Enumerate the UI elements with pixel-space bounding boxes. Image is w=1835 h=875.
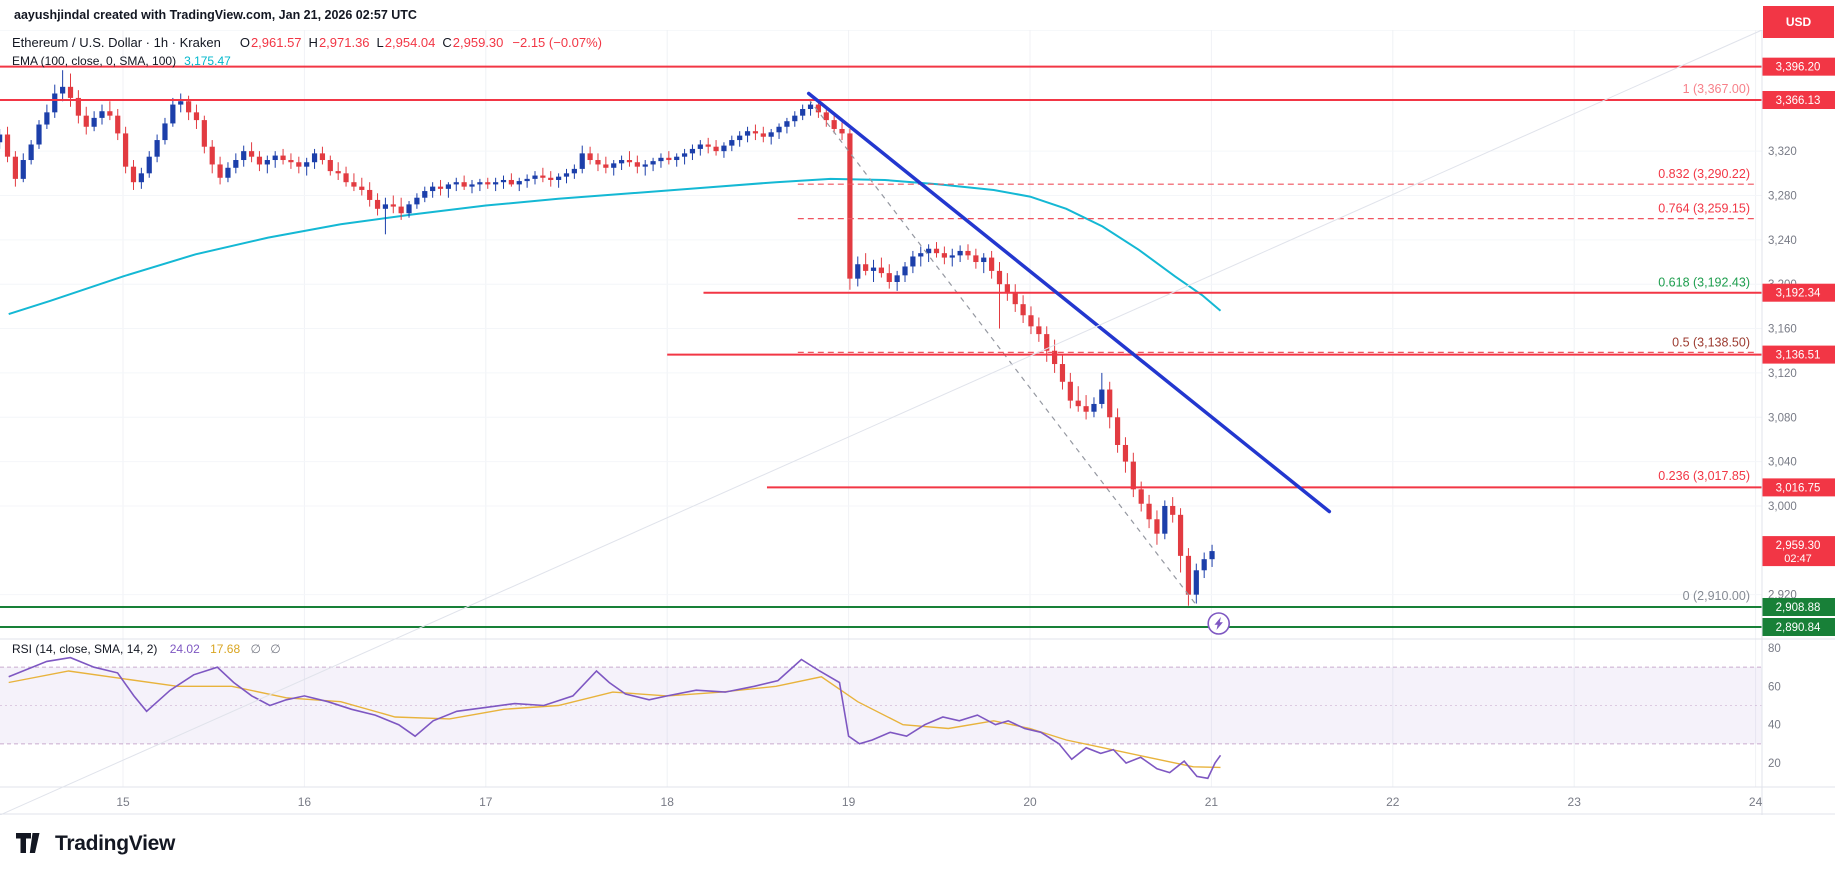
price-level-badge — [1762, 478, 1835, 497]
time-tick-label: 19 — [842, 795, 856, 809]
time-tick-label: 15 — [116, 795, 130, 809]
rsi-tick-label: 80 — [1768, 643, 1781, 655]
fib-level-label: 0.764 (3,259.15) — [1658, 202, 1750, 216]
svg-text:2,959.30: 2,959.30 — [1776, 540, 1821, 552]
price-level-badge — [1762, 91, 1835, 109]
attribution-text: aayushjindal created with TradingView.co… — [14, 8, 417, 22]
fib-level-label: 0.236 (3,017.85) — [1658, 469, 1750, 483]
price-badges: 3,396.20 3,366.13 3,192.34 3,136.51 3,016.75… — [1762, 57, 1835, 637]
price-tick-label: 3,000 — [1768, 501, 1797, 513]
rsi-line — [8, 656, 1222, 780]
fib-anchor-line — [808, 98, 1198, 607]
svg-text:2,908.88: 2,908.88 — [1776, 602, 1821, 614]
time-tick-label: 20 — [1023, 795, 1037, 809]
price-tick-label: 3,280 — [1768, 191, 1797, 203]
countdown-timer: 02:47 — [1784, 553, 1812, 565]
tradingview-wordmark: TradingView — [55, 832, 176, 855]
svg-text:3,366.13: 3,366.13 — [1776, 95, 1821, 107]
currency-badge: USD — [1763, 6, 1834, 38]
rsi-tick-label: 20 — [1768, 758, 1781, 770]
svg-text:3,192.34: 3,192.34 — [1776, 288, 1821, 300]
price-level-badge — [1762, 597, 1835, 616]
time-tick-label: 21 — [1205, 795, 1219, 809]
time-tick-label: 18 — [661, 795, 675, 809]
fib-level-label: 1 (3,367.00) — [1683, 82, 1750, 96]
time-tick-label: 16 — [298, 795, 312, 809]
tradingview-logo[interactable]: TradingView — [16, 832, 175, 856]
price-tick-label: 3,120 — [1768, 368, 1797, 380]
pane-separators — [0, 29, 1835, 815]
price-tick-label: 3,160 — [1768, 324, 1797, 336]
fib-level-label: 0.618 (3,192.43) — [1658, 276, 1750, 290]
price-level-badge — [1762, 283, 1835, 302]
fib-level-label: 0 (2,910.00) — [1683, 589, 1750, 603]
fib-level-label: 0.5 (3,138.50) — [1672, 335, 1750, 349]
chart-canvas[interactable]: 1 (3,367.00) 0.832 (3,290.22) 0.764 (3,259… — [0, 0, 1835, 815]
time-tick-label: 24 — [1749, 795, 1763, 809]
flash-icon[interactable] — [1207, 612, 1230, 635]
time-tick-label: 22 — [1386, 795, 1400, 809]
last-price-badge — [1762, 536, 1835, 567]
candlestick-series — [0, 70, 1215, 606]
time-axis[interactable]: 15 16 17 18 19 20 21 22 23 24 — [116, 795, 1762, 809]
price-level-badge — [1762, 57, 1835, 76]
svg-text:3,136.51: 3,136.51 — [1776, 350, 1821, 362]
price-axis[interactable]: 3,3203,2803,2403,2003,1603,1203,0803,040… — [1768, 146, 1797, 770]
svg-text:2,890.84: 2,890.84 — [1776, 622, 1821, 634]
price-tick-label: 3,320 — [1768, 146, 1797, 158]
rsi-pane — [0, 656, 1762, 780]
gridlines — [0, 30, 1762, 787]
price-level-badge — [1762, 345, 1835, 364]
svg-text:3,016.75: 3,016.75 — [1776, 482, 1821, 494]
ema-line — [8, 177, 1222, 316]
price-tick-label: 3,080 — [1768, 412, 1797, 424]
price-pane: 1 (3,367.00) 0.832 (3,290.22) 0.764 (3,259… — [0, 65, 1762, 635]
trendline — [806, 91, 1332, 514]
price-tick-label: 3,040 — [1768, 457, 1797, 469]
rsi-band — [0, 667, 1762, 744]
rsi-tick-label: 40 — [1768, 720, 1781, 732]
attribution-bar: aayushjindal created with TradingView.co… — [0, 0, 1835, 30]
fib-level-label: 0.832 (3,290.22) — [1658, 167, 1750, 181]
time-tick-label: 23 — [1568, 795, 1582, 809]
time-tick-label: 17 — [479, 795, 493, 809]
tradingview-logo-icon — [16, 833, 40, 853]
price-tick-label: 3,240 — [1768, 235, 1797, 247]
svg-text:3,396.20: 3,396.20 — [1776, 62, 1821, 74]
price-level-badge — [1762, 618, 1835, 637]
rsi-tick-label: 60 — [1768, 681, 1781, 693]
